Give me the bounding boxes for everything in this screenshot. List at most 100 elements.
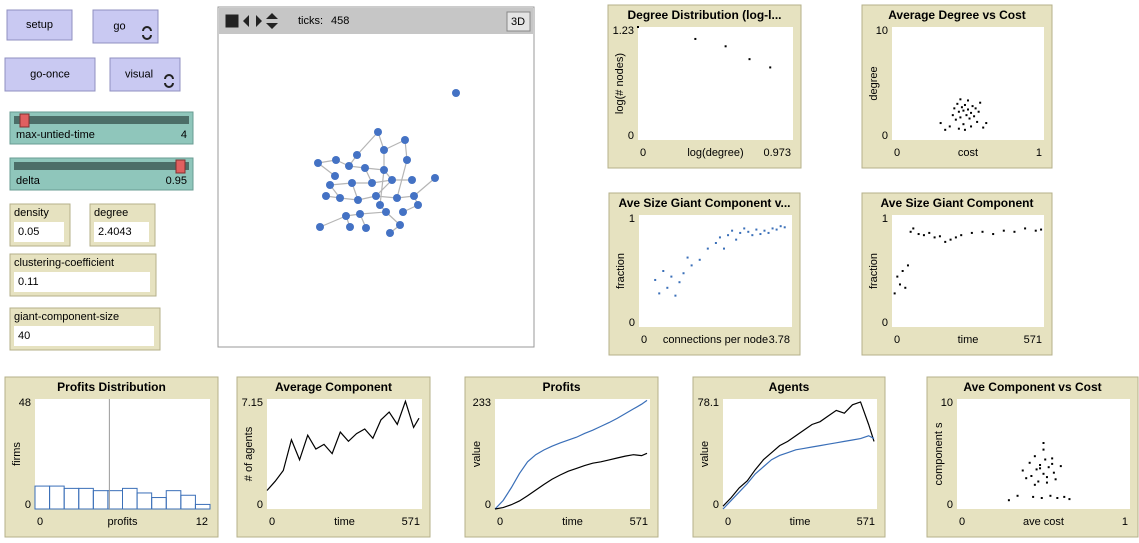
scatter-point xyxy=(1040,497,1043,499)
scatter-point xyxy=(959,98,962,101)
scatter-point xyxy=(1042,442,1045,444)
network-node xyxy=(356,210,364,218)
y-axis-label: value xyxy=(699,441,711,467)
y-min-label: 0 xyxy=(713,499,719,511)
scatter-point xyxy=(1037,480,1040,483)
scatter-point xyxy=(970,111,973,114)
network-node xyxy=(403,156,411,164)
plot-title: Ave Size Giant Component xyxy=(881,196,1034,210)
scatter-point xyxy=(963,103,966,106)
scatter-point xyxy=(968,117,971,120)
y-max-label: 10 xyxy=(876,25,888,37)
scatter-point xyxy=(944,240,947,243)
slider-handle[interactable] xyxy=(19,113,30,128)
x-max-label: 571 xyxy=(402,516,420,528)
y-max-label: 1 xyxy=(882,213,888,225)
network-node xyxy=(368,179,376,187)
button[interactable] xyxy=(6,9,73,41)
scatter-point xyxy=(959,116,962,119)
monitor-value: 40 xyxy=(18,330,30,342)
network-node xyxy=(361,164,369,172)
x-axis-label: time xyxy=(334,516,355,528)
x-min-label: 0 xyxy=(497,516,503,528)
scatter-point xyxy=(1035,468,1038,471)
scatter-point xyxy=(674,294,677,297)
x-min-label: 0 xyxy=(894,147,900,159)
network-node xyxy=(316,223,324,231)
scatter-point xyxy=(718,236,721,239)
scatter-point xyxy=(1013,230,1016,233)
x-max-label: 1 xyxy=(1036,147,1042,159)
scatter-point xyxy=(763,229,766,232)
scatter-point xyxy=(960,234,963,237)
y-axis-label: value xyxy=(471,441,483,467)
scatter-point xyxy=(904,286,907,289)
network-node xyxy=(408,176,416,184)
scatter-point xyxy=(956,102,959,105)
scatter-point xyxy=(714,242,717,244)
scatter-point xyxy=(901,270,904,272)
scatter-point xyxy=(970,231,973,234)
monitor-value: 2.4043 xyxy=(98,226,132,238)
scatter-point xyxy=(637,26,639,28)
scatter-point xyxy=(909,230,912,233)
line-series xyxy=(266,399,420,491)
scatter-point xyxy=(747,230,750,233)
scatter-point xyxy=(1033,483,1036,486)
network-node xyxy=(362,224,370,232)
x-max-label: 571 xyxy=(857,516,875,528)
scatter-point xyxy=(1051,462,1054,465)
line-series xyxy=(494,452,648,510)
plot-title: Degree Distribution (log-l... xyxy=(627,8,781,22)
ticks-label: ticks: xyxy=(298,15,323,27)
network-node xyxy=(374,128,382,136)
scatter-point xyxy=(949,238,952,241)
slider-value: 4 xyxy=(181,129,187,141)
y-max-label: 78.1 xyxy=(698,397,719,409)
scatter-point xyxy=(953,107,956,110)
network-node xyxy=(386,229,394,237)
slider-track xyxy=(14,162,189,170)
y-max-label: 10 xyxy=(941,397,953,409)
y-axis-label: # of agents xyxy=(243,426,255,481)
scatter-point xyxy=(748,58,751,61)
plot-title: Profits Distribution xyxy=(57,380,166,394)
monitor-label: clustering-coefficient xyxy=(14,257,114,269)
network-edge xyxy=(319,215,347,228)
scatter-point xyxy=(1021,469,1024,472)
network-node xyxy=(382,208,390,216)
button[interactable] xyxy=(109,57,181,92)
forever-icon xyxy=(142,26,152,40)
x-axis-label: time xyxy=(958,334,979,346)
network-node xyxy=(354,196,362,204)
button-3d[interactable] xyxy=(506,11,531,32)
network-node xyxy=(410,192,418,200)
scatter-point xyxy=(775,228,778,231)
scatter-point xyxy=(938,235,941,238)
x-min-label: 0 xyxy=(959,516,965,528)
slider-label: max-untied-time xyxy=(16,129,95,141)
monitor-label: degree xyxy=(94,207,128,219)
y-min-label: 0 xyxy=(947,499,953,511)
x-min-label: 0 xyxy=(641,334,647,346)
plot-area xyxy=(267,399,422,509)
plot-area xyxy=(957,399,1130,509)
network-node xyxy=(452,89,460,97)
y-axis-label: firms xyxy=(11,442,23,466)
x-axis-label: ave cost xyxy=(1023,516,1064,528)
scatter-point xyxy=(954,236,957,239)
button-label: go-once xyxy=(30,68,70,80)
button-label: go xyxy=(113,20,125,32)
scatter-point xyxy=(1068,498,1071,501)
scatter-point xyxy=(954,118,957,121)
button[interactable] xyxy=(4,57,96,92)
x-max-label: 0.973 xyxy=(763,147,791,159)
scatter-point xyxy=(965,114,968,117)
y-max-label: 7.15 xyxy=(242,397,263,409)
scatter-point xyxy=(976,120,979,123)
slider-handle[interactable] xyxy=(175,159,186,174)
network-node xyxy=(332,156,340,164)
scatter-point xyxy=(1042,472,1045,475)
scatter-point xyxy=(743,227,746,230)
network-node xyxy=(414,201,422,209)
